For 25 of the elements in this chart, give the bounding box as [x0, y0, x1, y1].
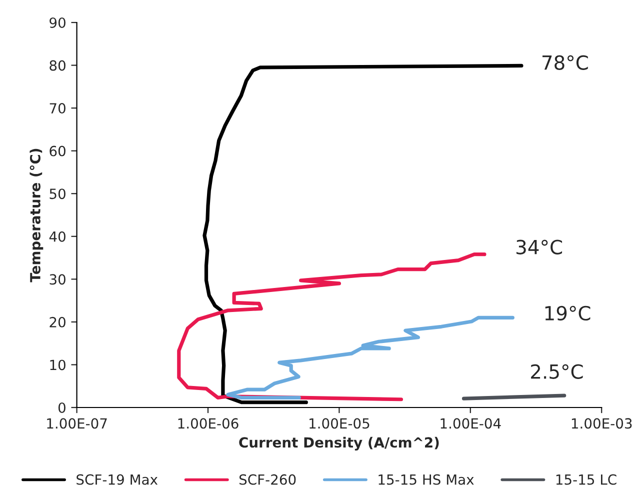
y-tick-label: 0 [58, 402, 66, 413]
x-axis-title: Current Density (A/cm^2) [239, 436, 439, 450]
y-tick-label: 40 [49, 231, 66, 242]
legend-label: 15-15 LC [556, 474, 616, 485]
annotation: 34°C [516, 240, 562, 254]
y-tick-label: 20 [50, 316, 66, 328]
annotation: 78°C [542, 55, 588, 70]
legend-label: SCF-19 Max [76, 474, 158, 485]
x-tick-label: 1.00E-03 [572, 418, 632, 429]
y-axis-title: Temperature (°C) [30, 148, 44, 282]
y-tick-label: 50 [50, 188, 66, 200]
y-tick-label: 10 [50, 360, 66, 370]
x-tick-label: 1.00E-04 [440, 418, 501, 429]
legend-label: 15-15 HS Max [378, 474, 474, 485]
y-tick-label: 60 [50, 146, 66, 156]
x-tick-label: 1.00E-07 [47, 418, 107, 429]
legend-label: SCF-260 [239, 474, 296, 485]
y-tick-label: 80 [50, 60, 66, 71]
x-tick-label: 1.00E-05 [310, 418, 370, 429]
y-tick-label: 90 [50, 17, 66, 28]
y-tick-label: 70 [50, 103, 66, 114]
x-tick-label: 1.00E-06 [178, 418, 238, 429]
annotation: 2.5°C [531, 364, 583, 379]
y-tick-label: 30 [50, 274, 66, 285]
annotation: 19°C [545, 306, 590, 321]
